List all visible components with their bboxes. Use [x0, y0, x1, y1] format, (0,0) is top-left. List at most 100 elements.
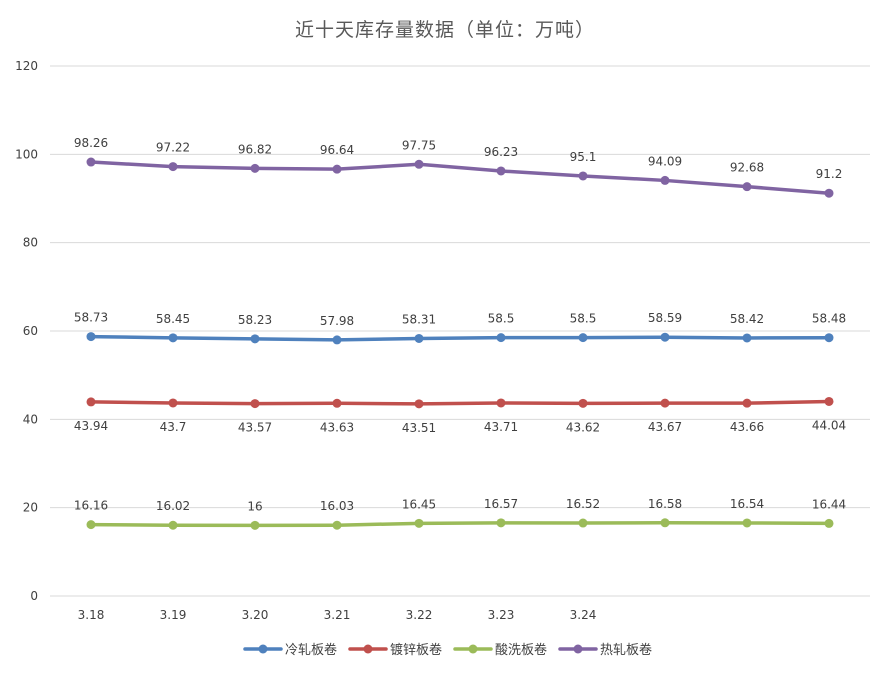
- legend[interactable]: 冷轧板卷 镀锌板卷 酸洗板卷 热轧板卷: [243, 642, 652, 658]
- data-point: [496, 333, 506, 343]
- legend-item[interactable]: 镀锌板卷: [348, 642, 442, 658]
- x-axis: 3.18 3.19 3.20 3.21 3.22 3.23 3.24: [78, 608, 597, 622]
- data-label: 43.63: [320, 420, 354, 434]
- data-point: [742, 518, 752, 528]
- data-label: 58.73: [74, 311, 108, 325]
- series-line: [89, 160, 831, 195]
- x-tick-label: 3.18: [78, 608, 105, 622]
- data-point: [250, 520, 260, 530]
- data-label: 43.7: [160, 420, 187, 434]
- legend-item[interactable]: 冷轧板卷: [243, 642, 337, 658]
- data-point: [86, 520, 96, 530]
- series-4: [86, 157, 834, 198]
- data-label: 98.26: [74, 136, 108, 150]
- series-3: [86, 518, 834, 530]
- x-tick-label: 3.22: [406, 608, 433, 622]
- data-point: [578, 171, 588, 181]
- data-label: 16.45: [402, 497, 436, 511]
- data-label: 95.1: [570, 150, 597, 164]
- data-point: [496, 166, 506, 176]
- data-label: 58.48: [812, 312, 846, 326]
- legend-label: 镀锌板卷: [390, 642, 442, 658]
- data-point: [168, 333, 178, 343]
- data-point: [332, 164, 342, 174]
- y-axis: 0 20 40 60 80 100 120: [15, 59, 38, 603]
- data-point: [168, 398, 178, 408]
- data-label: 96.23: [484, 145, 518, 159]
- data-label: 92.68: [730, 161, 764, 175]
- series-group: [86, 157, 834, 530]
- legend-swatch-marker: [258, 644, 268, 654]
- data-label: 16.44: [812, 497, 846, 511]
- data-label: 16: [247, 499, 262, 513]
- data-point: [414, 333, 424, 343]
- y-tick-label: 120: [15, 59, 38, 73]
- data-point: [86, 157, 96, 167]
- data-point: [332, 520, 342, 530]
- data-label: 16.16: [74, 499, 108, 513]
- data-label: 58.42: [730, 312, 764, 326]
- data-label: 96.82: [238, 142, 272, 156]
- data-label: 58.23: [238, 313, 272, 327]
- y-tick-label: 0: [30, 589, 38, 603]
- data-point: [660, 398, 670, 408]
- data-label: 43.57: [238, 421, 272, 435]
- data-label: 16.03: [320, 499, 354, 513]
- legend-label: 酸洗板卷: [495, 642, 547, 658]
- data-label: 43.51: [402, 421, 436, 435]
- data-label: 58.59: [648, 311, 682, 325]
- data-point: [496, 518, 506, 528]
- data-point: [742, 398, 752, 408]
- data-point: [742, 333, 752, 343]
- data-point: [824, 188, 834, 198]
- data-label: 16.02: [156, 499, 190, 513]
- data-labels: 58.73 58.45 58.23 57.98 58.31 58.5 58.5 58.59 58…: [74, 136, 846, 513]
- data-point: [86, 332, 96, 342]
- series-line: [89, 334, 831, 342]
- data-label: 97.75: [402, 138, 436, 152]
- y-tick-label: 80: [23, 236, 38, 250]
- data-label: 43.67: [648, 420, 682, 434]
- y-tick-label: 20: [23, 501, 38, 515]
- x-tick-label: 3.24: [570, 608, 597, 622]
- data-point: [660, 332, 670, 342]
- data-label: 94.09: [648, 154, 682, 168]
- x-tick-label: 3.23: [488, 608, 515, 622]
- data-label: 91.2: [816, 167, 843, 181]
- data-point: [168, 520, 178, 530]
- x-tick-label: 3.21: [324, 608, 351, 622]
- data-point: [332, 398, 342, 408]
- data-point: [414, 518, 424, 528]
- legend-swatch-marker: [573, 644, 583, 654]
- data-point: [250, 334, 260, 344]
- legend-item[interactable]: 酸洗板卷: [453, 642, 547, 658]
- series-2: [86, 396, 834, 409]
- data-label: 97.22: [156, 141, 190, 155]
- data-point: [86, 397, 96, 407]
- series-line: [89, 521, 831, 528]
- data-label: 58.5: [488, 312, 515, 326]
- data-point: [578, 333, 588, 343]
- data-label: 58.31: [402, 312, 436, 326]
- legend-label: 热轧板卷: [600, 642, 652, 658]
- gridlines: [50, 65, 870, 597]
- data-label: 16.52: [566, 497, 600, 511]
- data-label: 44.04: [812, 418, 846, 432]
- data-point: [250, 399, 260, 409]
- series-line: [89, 399, 831, 406]
- data-point: [660, 175, 670, 185]
- data-label: 16.58: [648, 497, 682, 511]
- series-1: [86, 332, 834, 345]
- y-tick-label: 100: [15, 147, 38, 161]
- data-point: [742, 182, 752, 192]
- legend-item[interactable]: 热轧板卷: [558, 642, 652, 658]
- data-label: 57.98: [320, 314, 354, 328]
- data-label: 16.57: [484, 497, 518, 511]
- data-point: [824, 518, 834, 528]
- data-label: 58.45: [156, 312, 190, 326]
- data-point: [414, 159, 424, 169]
- data-point: [824, 396, 834, 406]
- data-label: 43.66: [730, 420, 764, 434]
- data-label: 16.54: [730, 497, 764, 511]
